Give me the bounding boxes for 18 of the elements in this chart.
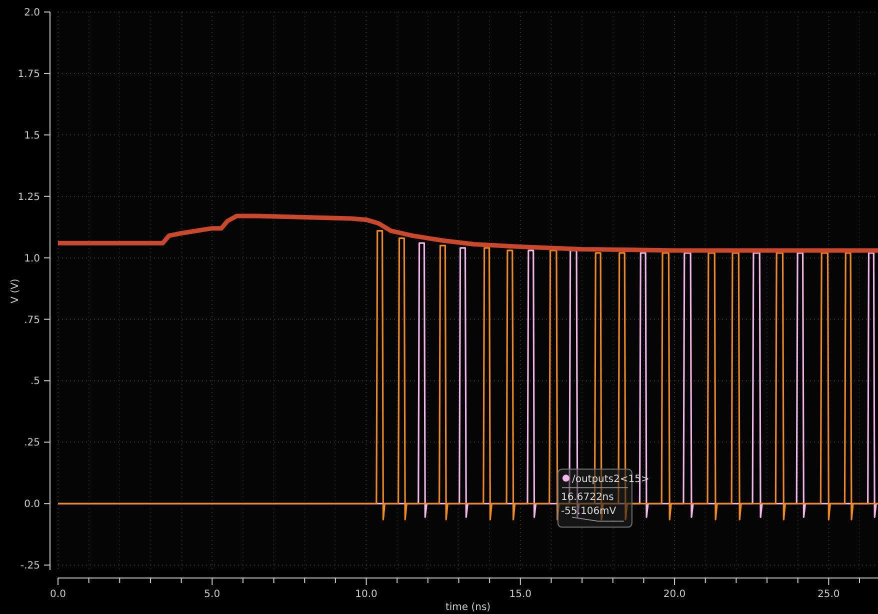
x-tick-label: 5.0 xyxy=(204,589,220,600)
x-tick-label: 20.0 xyxy=(663,589,686,600)
y-tick-label: -.25 xyxy=(20,560,40,572)
y-tick-label: .25 xyxy=(24,438,40,449)
y-tick-label: .75 xyxy=(24,314,40,326)
x-tick-label: 25.0 xyxy=(818,589,840,600)
x-axis-title: time (ns) xyxy=(445,602,491,613)
x-tick-label: 15.0 xyxy=(509,589,532,600)
x-tick-label: 10.0 xyxy=(355,589,378,600)
y-tick-label: .5 xyxy=(30,376,40,388)
x-tick-label: 0.0 xyxy=(50,589,66,600)
y-tick-label: 1.75 xyxy=(18,68,40,80)
y-tick-label: 1.25 xyxy=(18,192,40,203)
y-tick-label: 2.0 xyxy=(24,8,40,18)
y-tick-label: 1.5 xyxy=(24,130,40,142)
y-tick-label: 1.0 xyxy=(24,253,40,264)
y-tick-label: 0.0 xyxy=(24,499,40,510)
y-axis-title: V (V) xyxy=(10,278,21,304)
